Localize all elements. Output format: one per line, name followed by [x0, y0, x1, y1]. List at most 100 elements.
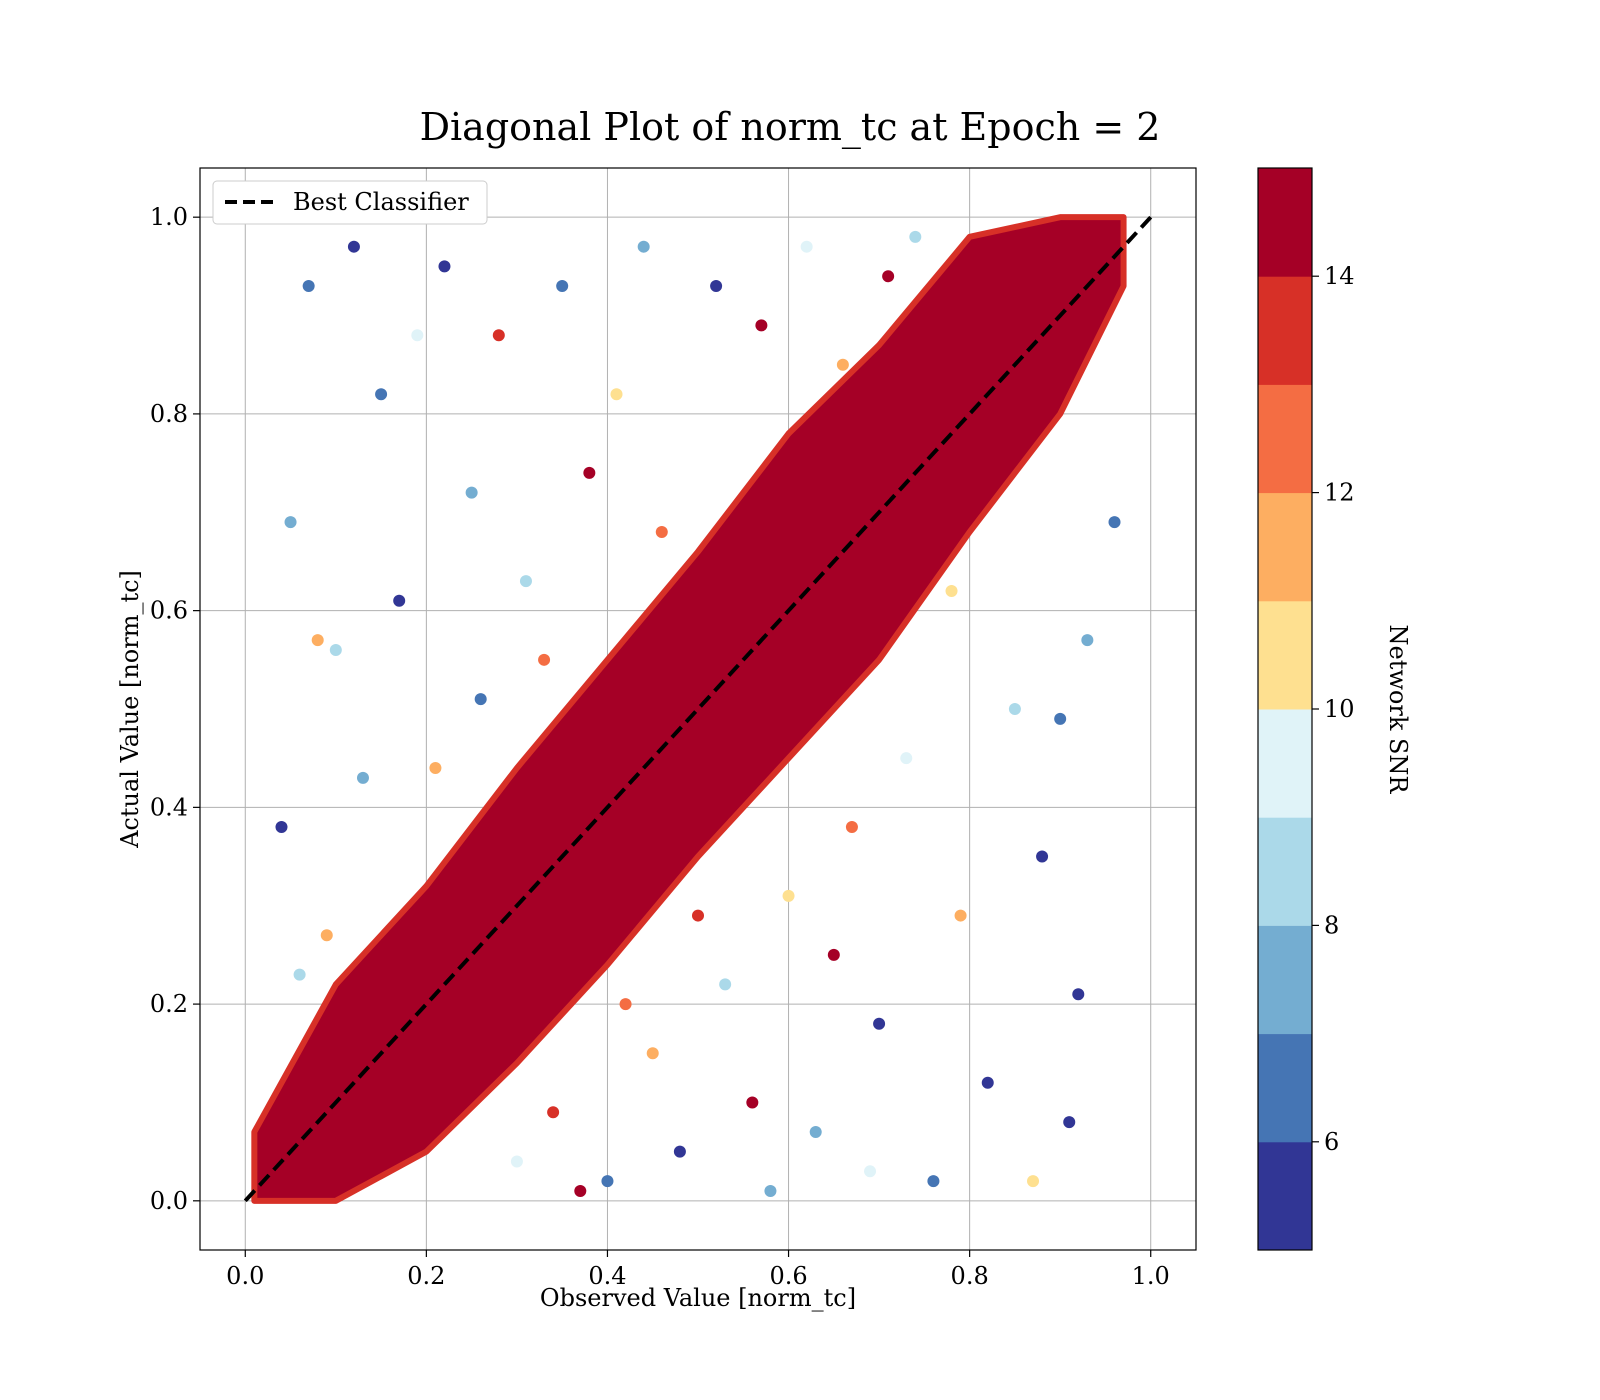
scatter-point [845, 821, 858, 834]
y-axis-ticks: 0.0 0.2 0.4 0.6 0.8 1.0 [150, 203, 200, 1215]
colorbar-segment [1258, 1033, 1312, 1143]
y-axis-label: Actual Value [norm_tc] [116, 570, 144, 849]
plot-area [199, 167, 1197, 1251]
colorbar-segment [1258, 168, 1312, 277]
y-tick-label: 1.0 [150, 203, 188, 231]
scatter-point [692, 909, 704, 922]
scatter-point [800, 240, 813, 253]
scatter-point [619, 998, 632, 1011]
x-tick-label: 0.8 [951, 1262, 989, 1290]
scatter-point [755, 319, 768, 332]
colorbar-segment [1258, 276, 1312, 385]
scatter-point [275, 821, 288, 834]
x-axis-ticks: 0.0 0.2 0.4 0.6 0.8 1.0 [226, 1250, 1170, 1290]
colorbar-segment [1258, 1141, 1312, 1251]
scatter-point [293, 968, 306, 981]
scatter-point [1027, 1175, 1040, 1188]
x-tick-label: 0.2 [407, 1262, 445, 1290]
colorbar-segment [1258, 384, 1312, 494]
chart-title: Diagonal Plot of norm_tc at Epoch = 2 [420, 105, 1161, 150]
legend-box [212, 180, 488, 225]
best-classifier-line [243, 215, 1153, 1203]
scatter-point [927, 1175, 940, 1188]
scatter-point [1036, 850, 1049, 863]
plot-frame [199, 167, 1197, 1251]
scatter-point [1072, 988, 1085, 1001]
scatter-point [411, 329, 424, 342]
x-tick-label: 0.6 [769, 1262, 807, 1290]
scatter-point [954, 909, 967, 922]
scatter-point [302, 280, 315, 293]
scatter-point [601, 1175, 614, 1188]
y-tick-label: 0.2 [150, 990, 188, 1018]
scatter-point [311, 634, 324, 647]
scatter-points [275, 230, 1121, 1197]
colorbar-segments [1258, 168, 1312, 1251]
colorbar-label: Network SNR [1384, 625, 1412, 795]
scatter-point [909, 230, 922, 243]
scatter-point [981, 1076, 994, 1089]
scatter-point [474, 693, 487, 706]
scatter-point [393, 594, 406, 607]
scatter-point [547, 1106, 560, 1119]
legend: Best Classifier [212, 180, 488, 225]
scatter-point [782, 889, 795, 902]
scatter-point [719, 978, 732, 991]
scatter-point [429, 762, 442, 775]
scatter-point [827, 948, 840, 961]
scatter-point [284, 516, 297, 529]
colorbar-tick-label: 10 [1324, 695, 1355, 723]
scatter-point [710, 280, 723, 293]
scatter-point [1108, 516, 1121, 529]
scatter-point [574, 1184, 587, 1197]
colorbar-tick-label: 12 [1324, 479, 1355, 507]
scatter-point [519, 575, 532, 588]
scatter-point [646, 1047, 659, 1060]
scatter-point [465, 486, 478, 499]
scatter-point [864, 1165, 877, 1178]
colorbar-ticks: 6 8 10 12 14 [1312, 262, 1355, 1156]
scatter-point [809, 1125, 822, 1138]
x-tick-label: 0.0 [226, 1262, 264, 1290]
scatter-point [882, 270, 895, 283]
scatter-point [1008, 703, 1021, 715]
scatter-point [873, 1017, 886, 1030]
colorbar-tick-label: 14 [1324, 262, 1355, 290]
scatter-point [1063, 1116, 1076, 1129]
scatter-point [900, 752, 913, 765]
colorbar-segment [1258, 709, 1312, 818]
scatter-point [492, 329, 505, 342]
y-tick-label: 0.0 [150, 1187, 188, 1215]
scatter-point [356, 771, 369, 784]
scatter-point [375, 388, 388, 401]
scatter-point [538, 653, 551, 666]
colorbar-tick-label: 8 [1324, 911, 1339, 939]
x-tick-label: 1.0 [1132, 1262, 1170, 1290]
y-tick-label: 0.8 [150, 400, 188, 428]
scatter-point [1081, 634, 1094, 647]
scatter-point [637, 240, 650, 253]
scatter-point [1054, 712, 1067, 725]
legend-label-best-classifier: Best Classifier [293, 188, 469, 216]
scatter-point [510, 1155, 523, 1168]
colorbar-segment [1258, 925, 1312, 1035]
x-tick-label: 0.4 [588, 1262, 626, 1290]
colorbar-segment [1258, 600, 1312, 710]
scatter-point [836, 358, 849, 371]
scatter-point [329, 643, 342, 656]
x-axis-label: Observed Value [norm_tc] [540, 1284, 856, 1312]
colorbar: 6 8 10 12 14 Network SNR [1257, 167, 1412, 1251]
scatter-point [764, 1184, 777, 1197]
colorbar-segment [1258, 817, 1312, 926]
y-tick-label: 0.4 [150, 793, 188, 821]
scatter-point [945, 584, 958, 597]
scatter-point [583, 466, 596, 479]
scatter-point [610, 388, 623, 401]
scatter-point [320, 929, 333, 942]
scatter-point [746, 1096, 759, 1109]
band-area [251, 214, 1127, 1204]
scatter-point [438, 260, 451, 273]
y-tick-label: 0.6 [150, 597, 188, 625]
colorbar-segment [1258, 492, 1312, 602]
